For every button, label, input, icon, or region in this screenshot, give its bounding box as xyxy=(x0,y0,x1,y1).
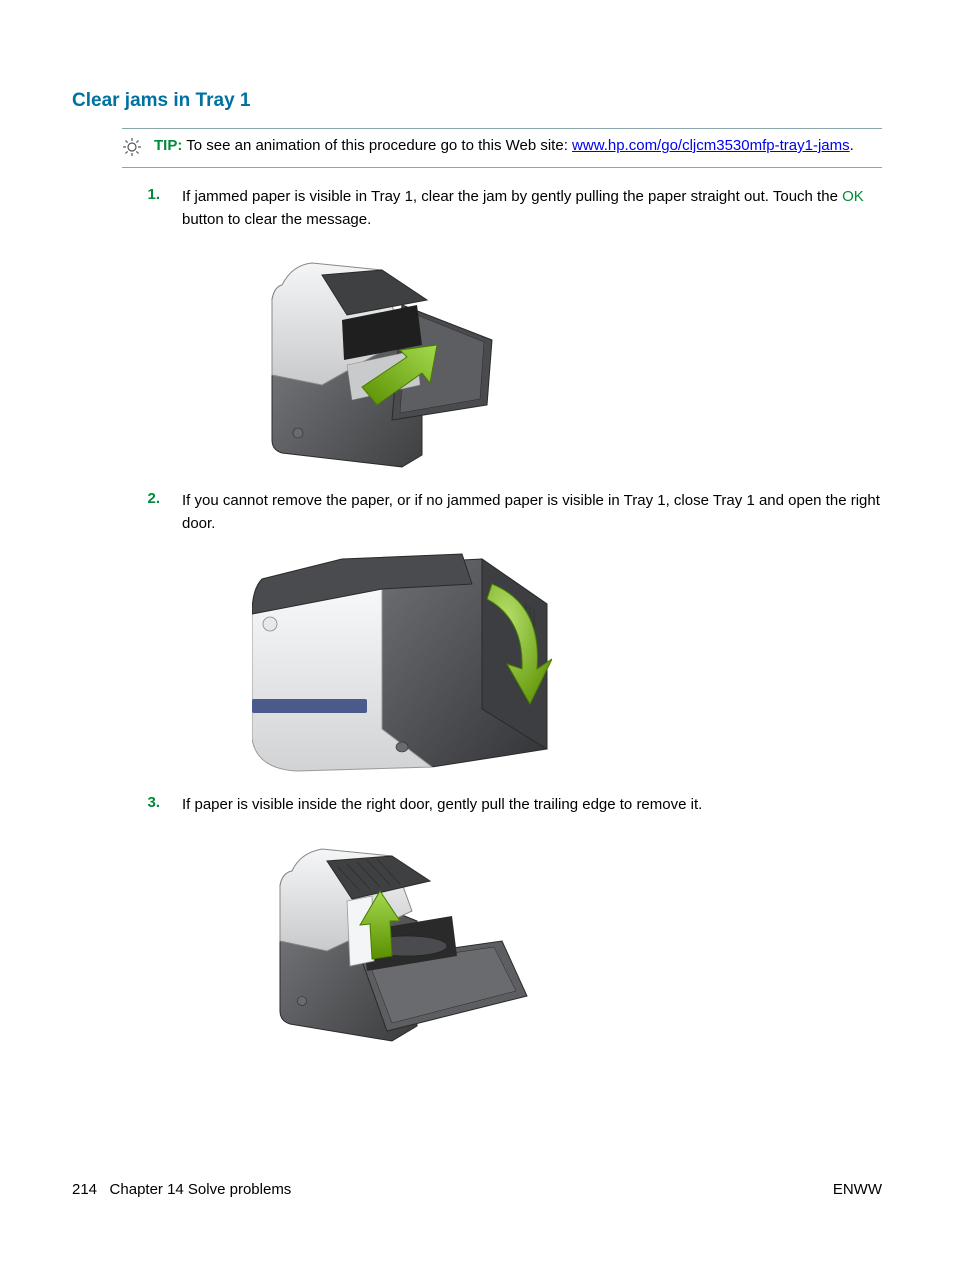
step-number: 2. xyxy=(142,490,160,535)
step-3-illustration xyxy=(252,831,552,1056)
step-item: 2. If you cannot remove the paper, or if… xyxy=(142,490,882,535)
tip-link[interactable]: www.hp.com/go/cljcm3530mfp-tray1-jams xyxy=(572,137,850,154)
footer-page-number: 214 xyxy=(72,1181,97,1198)
footer-chapter: Chapter 14 Solve problems xyxy=(110,1181,292,1198)
tip-after: . xyxy=(850,137,854,154)
tip-label: TIP: xyxy=(154,137,182,154)
section-title: Clear jams in Tray 1 xyxy=(72,90,882,112)
step-text: If jammed paper is visible in Tray 1, cl… xyxy=(182,186,882,231)
step-item: 1. If jammed paper is visible in Tray 1,… xyxy=(142,186,882,231)
step-1-illustration xyxy=(252,245,552,470)
footer-right: ENWW xyxy=(833,1181,882,1198)
step-item: 3. If paper is visible inside the right … xyxy=(142,794,882,817)
step-number: 1. xyxy=(142,186,160,231)
tip-bulb-icon xyxy=(122,137,146,161)
tip-block: TIP: To see an animation of this procedu… xyxy=(122,128,882,168)
steps-list: 1. If jammed paper is visible in Tray 1,… xyxy=(142,186,882,1056)
step-2-illustration xyxy=(252,549,552,774)
step-number: 3. xyxy=(142,794,160,817)
step-text: If you cannot remove the paper, or if no… xyxy=(182,490,882,535)
ok-word: OK xyxy=(842,188,864,205)
page-footer: 214 Chapter 14 Solve problems ENWW xyxy=(72,1181,882,1198)
tip-before: To see an animation of this procedure go… xyxy=(186,137,572,154)
tip-text: TIP: To see an animation of this procedu… xyxy=(154,135,854,158)
step-text: If paper is visible inside the right doo… xyxy=(182,794,882,817)
footer-left: 214 Chapter 14 Solve problems xyxy=(72,1181,291,1198)
